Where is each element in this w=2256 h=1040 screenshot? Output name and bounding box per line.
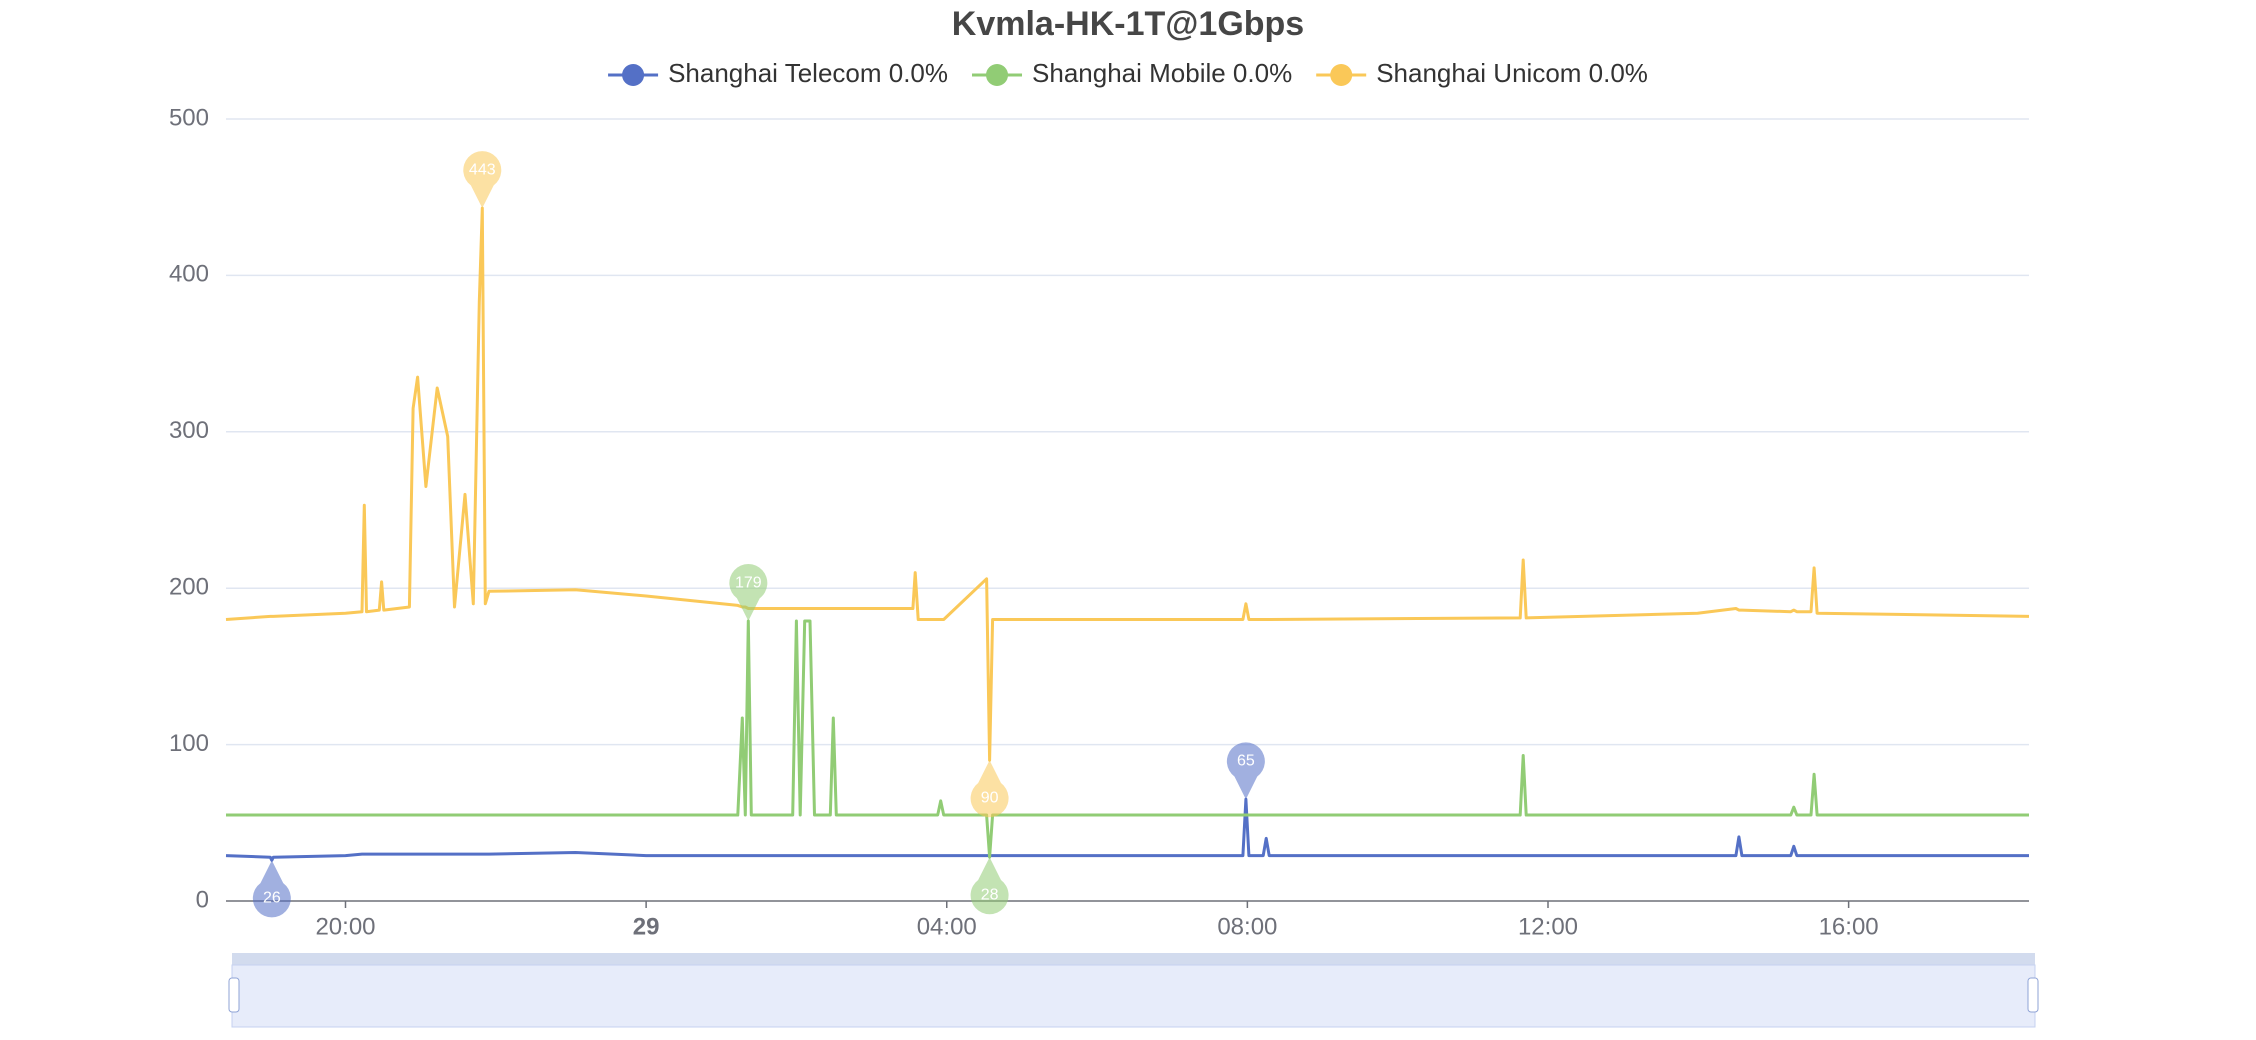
- x-tick-label: 16:00: [1819, 913, 1879, 940]
- series-line: [226, 619, 2029, 859]
- series-line: [225, 797, 2029, 862]
- zoom-bar: [232, 953, 2035, 965]
- y-tick-label: 300: [169, 417, 209, 444]
- y-tick-label: 500: [169, 104, 209, 131]
- legend-label: Shanghai Mobile 0.0%: [1032, 58, 1292, 88]
- chart-title: Kvmla-HK-1T@1Gbps: [952, 5, 1304, 43]
- legend-label: Shanghai Unicom 0.0%: [1376, 58, 1648, 88]
- zoom-handle[interactable]: [228, 977, 240, 1013]
- mark-pin: [970, 857, 1009, 915]
- x-tick-label: 08:00: [1217, 913, 1277, 940]
- pin-shape: [970, 857, 1009, 915]
- x-tick-label: 12:00: [1518, 913, 1578, 940]
- y-tick-label: 0: [196, 886, 209, 913]
- zoom-window: [231, 964, 2036, 1028]
- pin-shape: [1226, 742, 1265, 800]
- mark-pin: [729, 564, 768, 622]
- pin-label: 90: [981, 789, 999, 806]
- pin-label: 443: [469, 161, 496, 178]
- legend-marker: [1330, 64, 1353, 86]
- pin-shape: [970, 760, 1009, 818]
- legend-marker: [622, 64, 645, 86]
- data-zoom[interactable]: [228, 953, 2039, 1028]
- legend-marker: [986, 64, 1009, 86]
- y-tick-label: 200: [169, 574, 209, 601]
- mark-pin: [252, 860, 291, 918]
- legend-item[interactable]: Shanghai Telecom 0.0%: [608, 58, 948, 88]
- x-tick-label: 29: [633, 913, 660, 940]
- y-tick-label: 100: [169, 730, 209, 757]
- x-tick-label: 20:00: [315, 913, 375, 940]
- zoom-handle[interactable]: [2027, 977, 2039, 1013]
- pin-label: 65: [1237, 753, 1255, 770]
- legend-item[interactable]: Shanghai Unicom 0.0%: [1316, 58, 1648, 88]
- pin-shape: [729, 564, 768, 622]
- mark-pin: [463, 151, 502, 209]
- pin-label: 179: [735, 574, 762, 591]
- legend-item[interactable]: Shanghai Mobile 0.0%: [972, 58, 1292, 88]
- legend-label: Shanghai Telecom 0.0%: [668, 58, 948, 88]
- pin-label: 26: [263, 890, 281, 907]
- legend: Shanghai Telecom 0.0% Shanghai Mobile 0.0…: [608, 58, 1648, 88]
- mark-pin: [970, 760, 1009, 818]
- x-tick-label: 04:00: [917, 913, 977, 940]
- mark-pin: [1226, 742, 1265, 800]
- pin-shape: [463, 151, 502, 209]
- series-line: [225, 206, 2030, 762]
- pin-label: 28: [981, 886, 999, 903]
- y-tick-label: 400: [169, 261, 209, 288]
- pin-shape: [252, 860, 291, 918]
